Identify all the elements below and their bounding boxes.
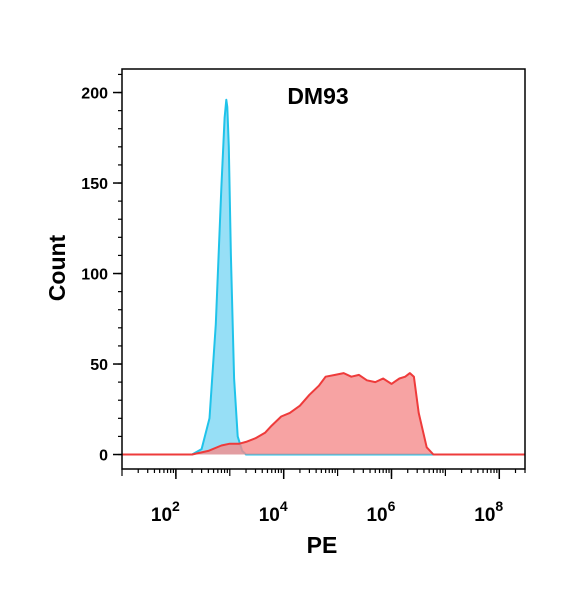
y-tick-label: 100 (81, 267, 108, 284)
y-tick-label: 50 (90, 357, 108, 374)
y-tick-label: 200 (81, 86, 108, 103)
series-1-area (122, 99, 525, 455)
y-tick-label: 0 (99, 448, 108, 465)
x-tick-label: 106 (366, 498, 395, 526)
x-tick-label: 108 (474, 498, 503, 526)
series-2-area (122, 373, 525, 455)
series-layer (122, 98, 525, 456)
chart-title: DM93 (287, 83, 348, 109)
series-2-line (122, 372, 525, 456)
x-axis-label: PE (307, 532, 338, 558)
axis-layer: 0 50 100 150 200 102 104 106 108 (81, 68, 526, 526)
y-tick-label: 150 (81, 176, 108, 193)
y-axis-label: Count (44, 234, 70, 301)
x-tick-label: 102 (151, 498, 180, 526)
plot-frame (121, 68, 526, 470)
x-tick-label: 104 (259, 498, 288, 526)
